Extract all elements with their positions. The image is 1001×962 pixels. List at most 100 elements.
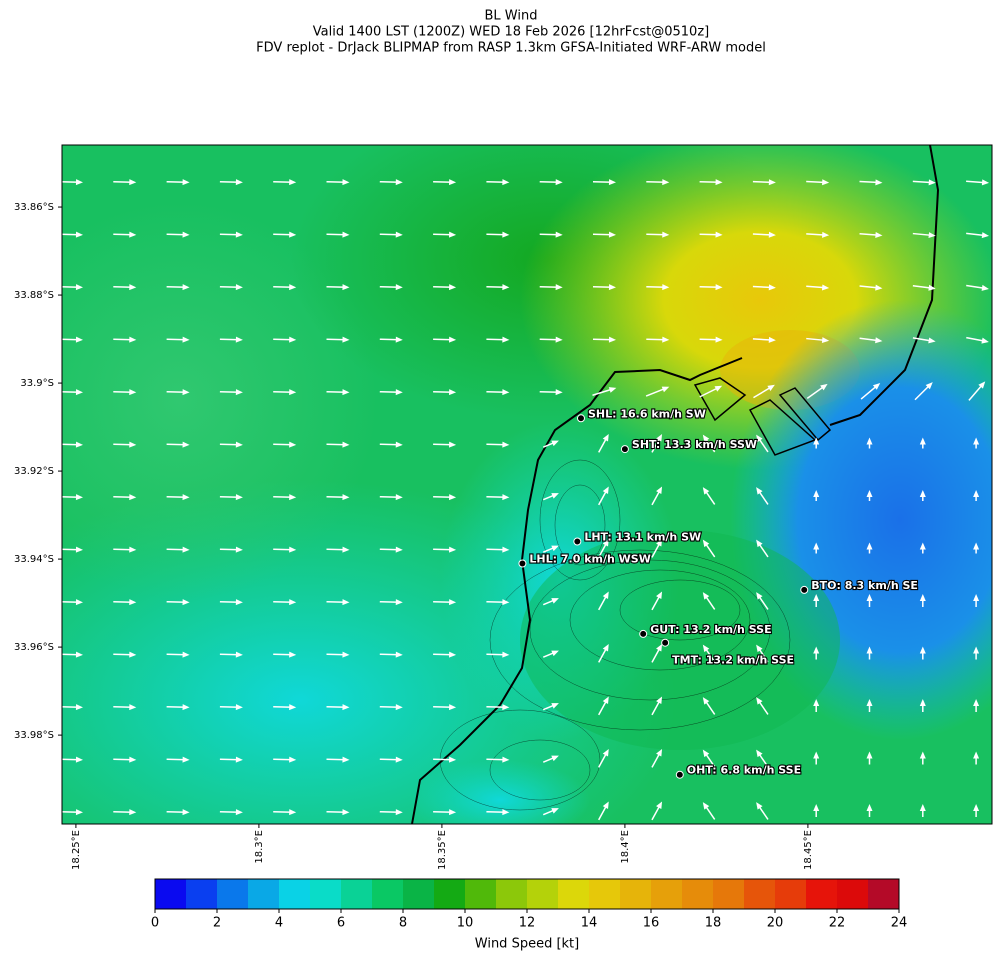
wind-arrow-head bbox=[866, 646, 873, 654]
wind-arrow-head bbox=[602, 591, 609, 600]
subtitle: FDV replot - DrJack BLIPMAP from RASP 1.… bbox=[256, 41, 766, 56]
subtitle: Valid 1400 LST (1200Z) WED 18 Feb 2026 [… bbox=[313, 25, 709, 40]
wind-arrow-head bbox=[129, 231, 137, 238]
wind-arrow-head bbox=[872, 382, 881, 390]
wind-arrow-head bbox=[289, 599, 297, 606]
wind-arrow-head bbox=[395, 231, 403, 238]
wind-arrow-head bbox=[75, 389, 83, 396]
wind-arrow-head bbox=[342, 651, 350, 658]
wind-arrow-head bbox=[75, 494, 83, 501]
colorbar-tick-label: 8 bbox=[399, 916, 407, 931]
colorbar-segment bbox=[837, 879, 869, 909]
wind-arrow-head bbox=[235, 651, 243, 658]
wind-arrow-head bbox=[919, 437, 926, 445]
wind-arrow-head bbox=[342, 704, 350, 711]
wind-arrow-head bbox=[551, 598, 559, 604]
wind-arrow-head bbox=[702, 434, 710, 443]
colorbar-segment bbox=[434, 879, 466, 909]
wind-arrow-head bbox=[395, 441, 403, 448]
wind-arrow-head bbox=[395, 651, 403, 658]
wind-arrow-head bbox=[502, 389, 510, 396]
wind-arrow-head bbox=[608, 387, 617, 393]
wind-arrow-head bbox=[395, 546, 403, 553]
wind-arrow-head bbox=[75, 284, 83, 291]
wind-arrow-head bbox=[129, 704, 137, 711]
colorbar-segment bbox=[310, 879, 342, 909]
wind-arrow-head bbox=[813, 699, 820, 706]
wind-arrow-head bbox=[714, 385, 723, 392]
wind-arrow-head bbox=[822, 179, 830, 186]
wind-arrow-head bbox=[978, 381, 986, 389]
wind-arrow-head bbox=[395, 336, 403, 343]
wind-arrow-head bbox=[235, 756, 243, 763]
title: BL Wind bbox=[485, 9, 538, 24]
wind-arrow-head bbox=[342, 441, 350, 448]
wind-arrow-head bbox=[235, 336, 243, 343]
wind-arrow-head bbox=[129, 756, 137, 763]
wind-arrow-head bbox=[555, 179, 563, 186]
wind-arrow-head bbox=[756, 434, 763, 443]
colorbar-segment bbox=[248, 879, 280, 909]
wind-arrow-head bbox=[342, 756, 350, 763]
wind-arrow-head bbox=[342, 389, 350, 396]
wind-arrow-head bbox=[235, 389, 243, 396]
wind-arrow-head bbox=[866, 699, 873, 706]
wind-arrow-head bbox=[129, 599, 137, 606]
wind-arrow-head bbox=[656, 538, 663, 547]
wind-arrow-head bbox=[342, 231, 350, 238]
station-label: SHT: 13.3 km/h SSW bbox=[632, 438, 757, 451]
wind-arrow-head bbox=[656, 696, 663, 705]
x-tick-label: 18.45°E bbox=[803, 830, 814, 870]
wind-arrow-head bbox=[449, 389, 457, 396]
colorbar-segment bbox=[744, 879, 776, 909]
colorbar-segment bbox=[775, 879, 807, 909]
wind-field bbox=[62, 145, 992, 824]
wind-arrow-head bbox=[602, 748, 609, 757]
wind-arrow-head bbox=[608, 179, 616, 186]
wind-arrow-head bbox=[702, 539, 710, 548]
station-label: LHT: 13.1 km/h SW bbox=[584, 530, 701, 543]
y-tick-label: 33.9°S bbox=[20, 378, 54, 389]
wind-arrow-head bbox=[928, 337, 936, 344]
station-marker bbox=[639, 629, 648, 638]
wind-arrow-head bbox=[289, 546, 297, 553]
wind-arrow-head bbox=[551, 493, 559, 499]
wind-arrow-head bbox=[75, 704, 83, 711]
wind-arrow-head bbox=[182, 441, 190, 448]
wind-arrow-head bbox=[182, 756, 190, 763]
wind-arrow-head bbox=[768, 179, 776, 186]
wind-arrow-head bbox=[449, 651, 457, 658]
wind-arrow-head bbox=[662, 231, 670, 238]
wind-arrow-head bbox=[129, 651, 137, 658]
wind-arrow-head bbox=[235, 441, 243, 448]
wind-arrow-head bbox=[502, 179, 510, 186]
wind-arrow-head bbox=[449, 284, 457, 291]
wind-arrow-head bbox=[602, 801, 609, 810]
wind-arrow-head bbox=[182, 546, 190, 553]
wind-arrow-head bbox=[875, 179, 883, 186]
wind-arrow-head bbox=[656, 801, 663, 810]
wind-arrow-head bbox=[502, 336, 510, 343]
wind-arrow-head bbox=[129, 441, 137, 448]
colorbar-segment bbox=[279, 879, 311, 909]
wind-arrow-head bbox=[822, 231, 830, 238]
wind-arrow-head bbox=[289, 336, 297, 343]
x-tick-label: 18.3°E bbox=[254, 830, 265, 864]
wind-arrow-head bbox=[129, 389, 137, 396]
wind-arrow-head bbox=[502, 441, 510, 448]
wind-arrow-head bbox=[235, 809, 243, 816]
wind-arrow-head bbox=[925, 382, 933, 390]
wind-arrow-head bbox=[289, 756, 297, 763]
colorbar-segment bbox=[217, 879, 249, 909]
wind-arrow-head bbox=[981, 232, 990, 239]
wind-arrow-head bbox=[756, 644, 763, 653]
wind-arrow-head bbox=[342, 809, 350, 816]
wind-arrow-head bbox=[656, 591, 663, 600]
wind-arrow-head bbox=[768, 231, 776, 238]
wind-arrow-head bbox=[981, 337, 989, 344]
wind-arrow-head bbox=[973, 490, 980, 497]
y-tick-label: 33.86°S bbox=[14, 202, 54, 213]
wind-arrow-head bbox=[235, 546, 243, 553]
